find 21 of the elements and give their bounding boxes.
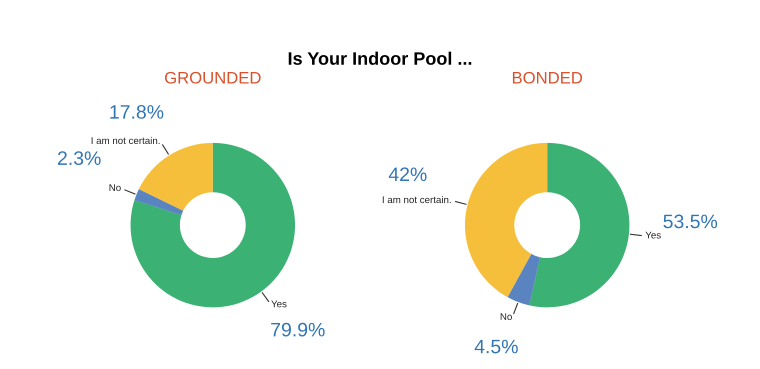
data-label: 2.3% <box>58 151 101 166</box>
chart-subtitle: GROUNDED <box>165 72 261 84</box>
data-label: 4.5% <box>474 340 518 354</box>
data-label: 79.9% <box>271 322 325 337</box>
slice-label: No <box>110 184 121 192</box>
donut-slice <box>529 142 630 308</box>
slice-label: I am not certain. <box>92 136 160 144</box>
data-label: 42% <box>388 167 427 182</box>
text: Is Your Indoor Pool ... <box>288 52 472 65</box>
donut-slice <box>138 142 213 211</box>
slice-label: Yes <box>646 232 661 239</box>
donut-slice <box>134 189 184 216</box>
donut-slice <box>508 254 540 306</box>
slice-label: Yes <box>271 300 287 308</box>
donut-slice <box>464 142 548 298</box>
data-label: 17.8% <box>110 105 164 119</box>
donut-slice <box>130 142 296 308</box>
slice-label: I am not certain. <box>382 196 451 204</box>
chart-subtitle: BONDED <box>512 72 582 84</box>
data-label: 53.5% <box>663 214 718 228</box>
slice-label: No <box>500 313 512 320</box>
